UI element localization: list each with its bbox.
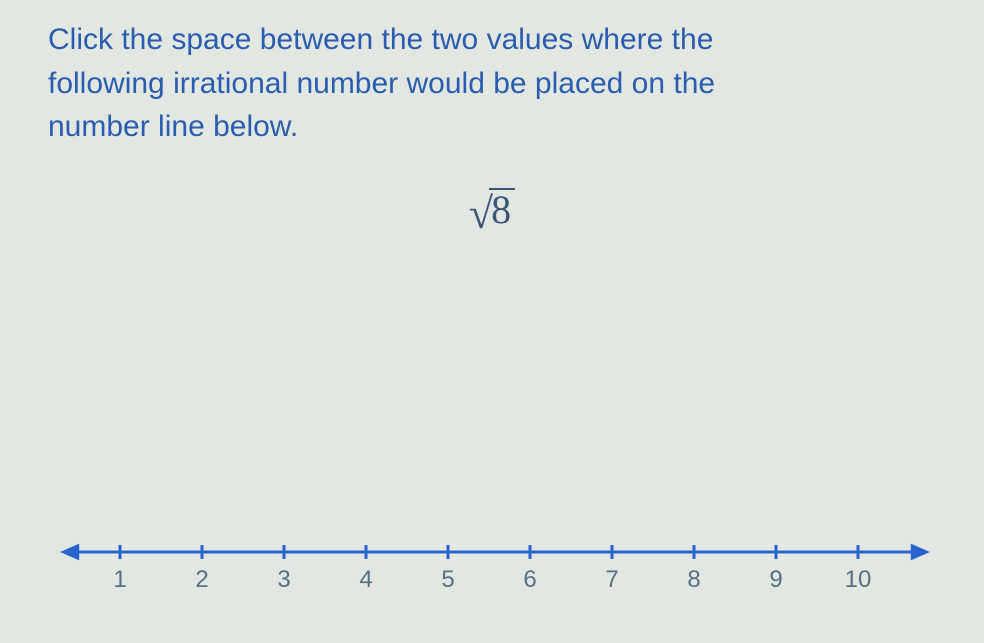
tick-label-9: 9: [769, 566, 782, 593]
tick-label-6: 6: [523, 566, 536, 593]
tick-label-5: 5: [441, 566, 454, 593]
gap-7-8[interactable]: [612, 534, 694, 570]
tick-label-4: 4: [359, 566, 372, 593]
tick-label-8: 8: [687, 566, 700, 593]
gap-1-2[interactable]: [120, 534, 202, 570]
instruction-line-3: number line below.: [48, 110, 298, 143]
tick-label-2: 2: [195, 566, 208, 593]
gap-2-3[interactable]: [202, 534, 284, 570]
instruction-text: Click the space between the two values w…: [48, 18, 928, 149]
gap-3-4[interactable]: [284, 534, 366, 570]
number-line: 1 2 3 4 5 6 7 8 9 10: [60, 530, 930, 610]
tick-label-7: 7: [605, 566, 618, 593]
page-background: Click the space between the two values w…: [0, 0, 984, 643]
number-line-svg: 1 2 3 4 5 6 7 8 9 10: [60, 530, 930, 610]
instruction-line-2: following irrational number would be pla…: [48, 67, 715, 100]
instruction-line-1: Click the space between the two values w…: [48, 23, 713, 56]
tick-label-10: 10: [845, 566, 872, 593]
tick-label-1: 1: [113, 566, 126, 593]
square-root-expression: √8: [469, 186, 515, 239]
gap-5-6[interactable]: [448, 534, 530, 570]
radicand-value: 8: [489, 188, 515, 230]
gap-4-5[interactable]: [366, 534, 448, 570]
gap-8-9[interactable]: [694, 534, 776, 570]
gap-9-10[interactable]: [776, 534, 858, 570]
irrational-expression: √8: [0, 186, 984, 239]
tick-label-3: 3: [277, 566, 290, 593]
gap-6-7[interactable]: [530, 534, 612, 570]
